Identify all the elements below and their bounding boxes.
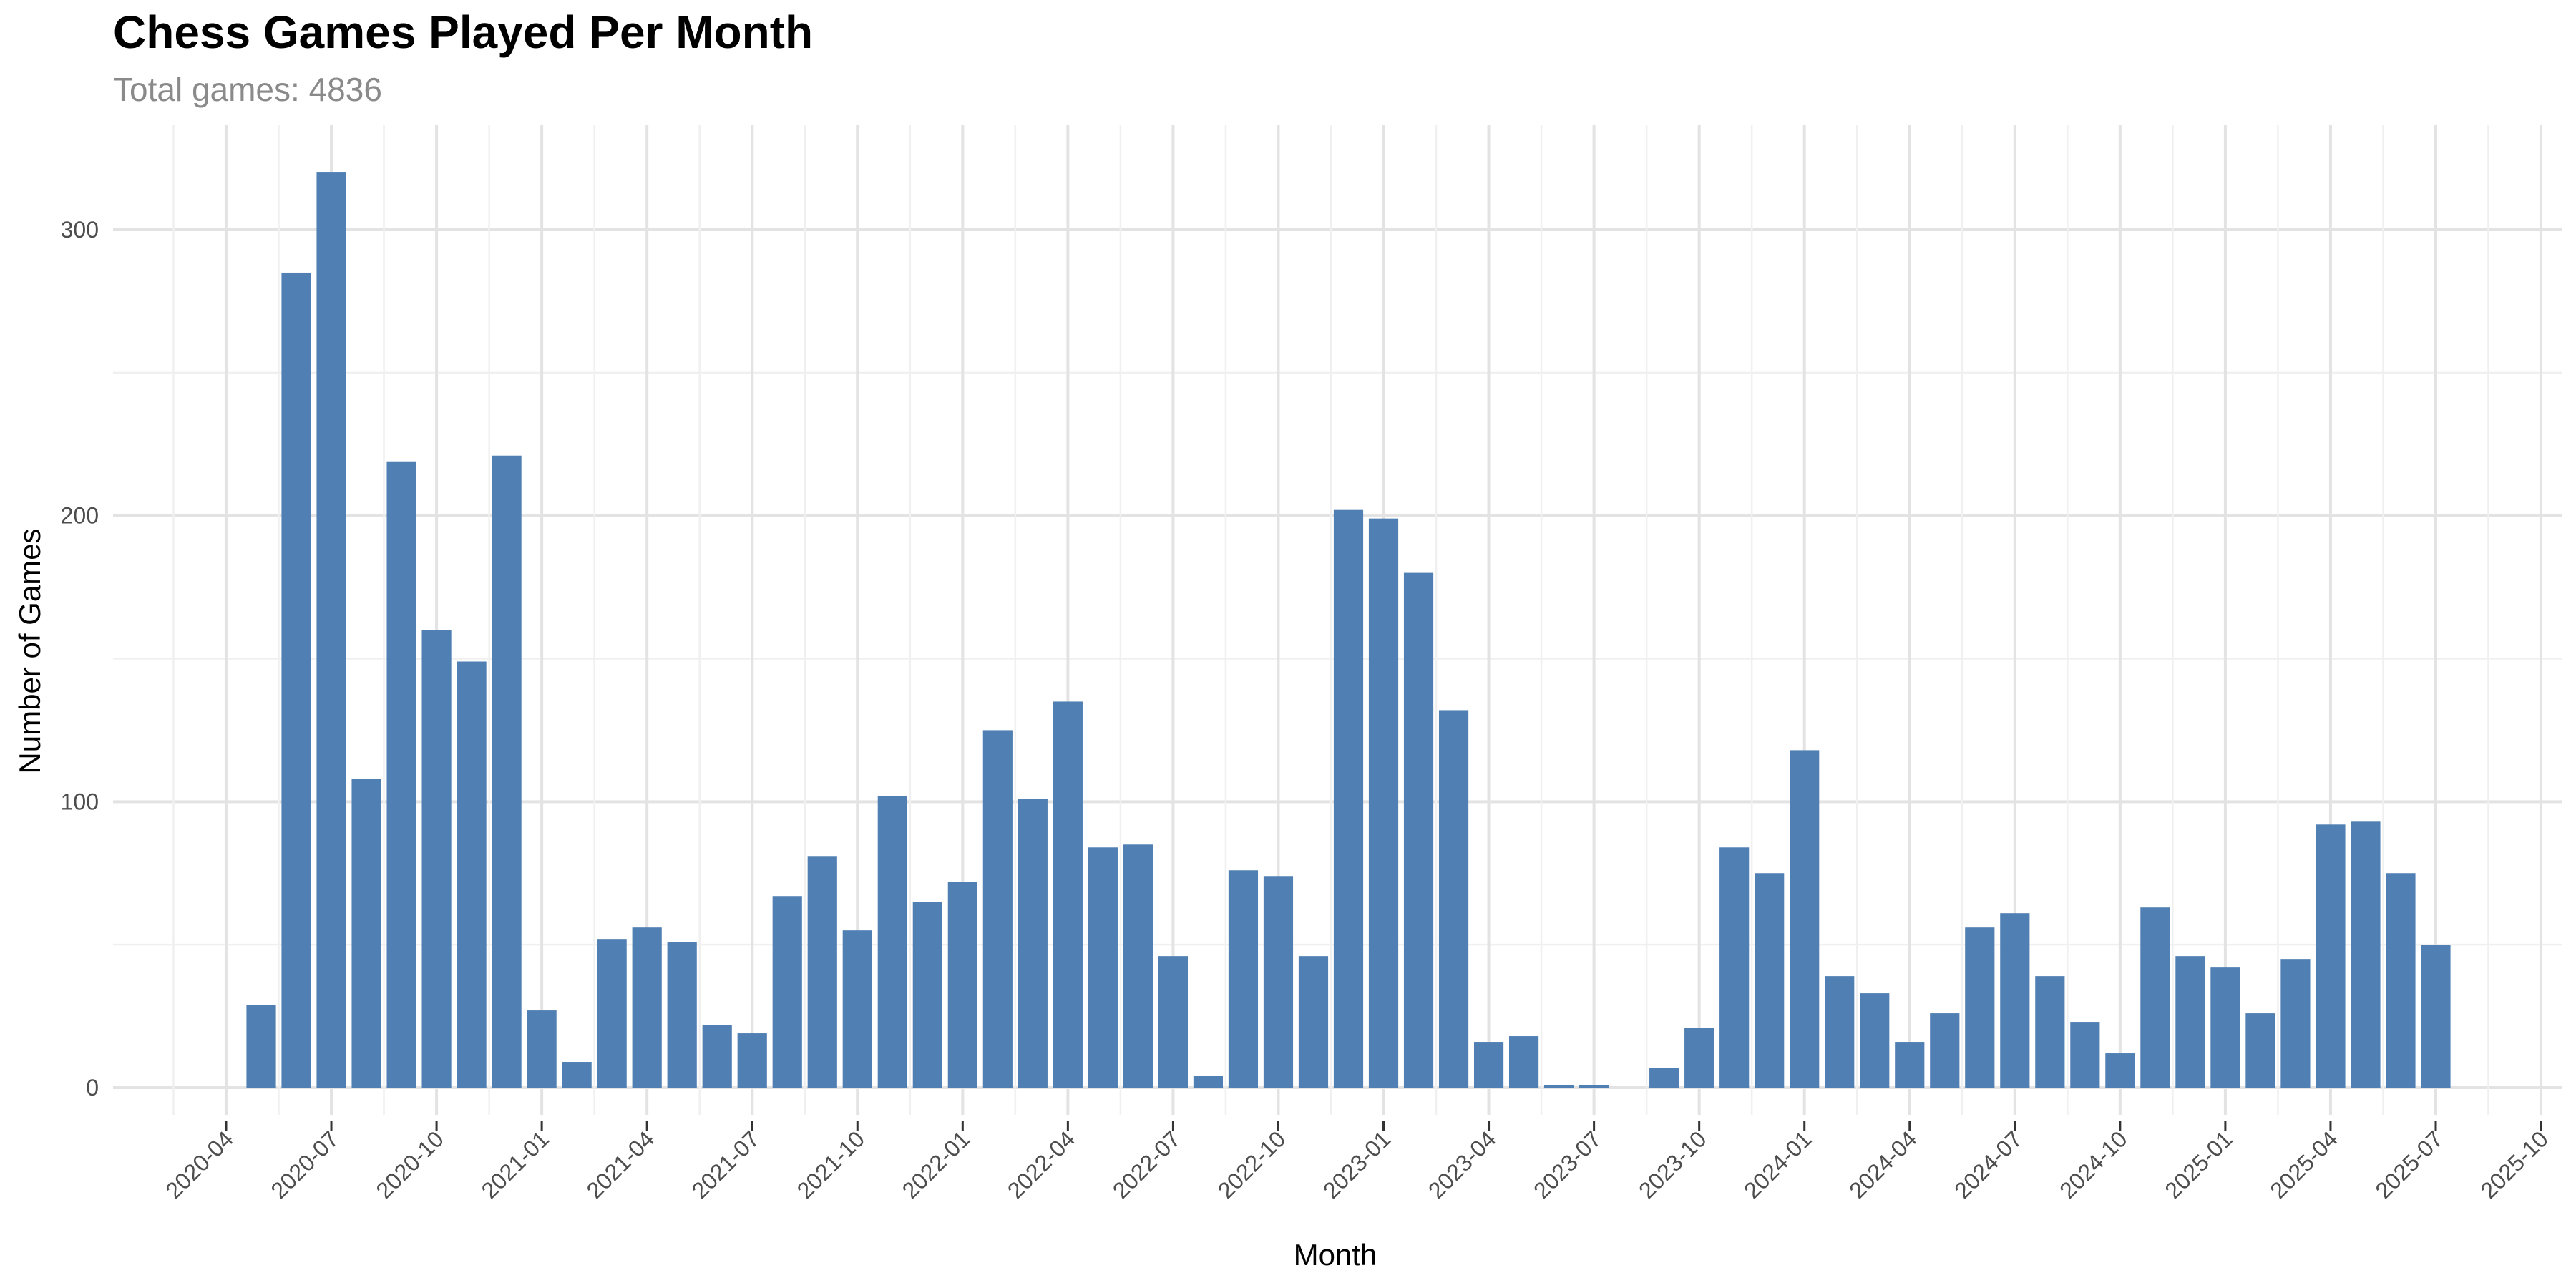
bar-2024-04 xyxy=(1895,1042,1925,1088)
y-axis-ticks: 0 100 200 300 xyxy=(61,217,99,1101)
bar-2023-05 xyxy=(1508,1036,1539,1088)
bar-2024-12 xyxy=(2175,956,2205,1088)
bar-2022-03 xyxy=(1018,799,1048,1088)
x-tick-label: 2022-04 xyxy=(1002,1126,1080,1203)
bar-2024-03 xyxy=(1860,993,1890,1088)
bar-2020-10 xyxy=(421,630,452,1088)
x-tick-label: 2023-10 xyxy=(1634,1126,1711,1203)
x-tick-label: 2022-07 xyxy=(1108,1126,1185,1203)
bar-2021-12 xyxy=(912,902,942,1088)
y-tick-label: 100 xyxy=(61,789,99,814)
bar-2024-10 xyxy=(2105,1053,2135,1088)
bar-2020-07 xyxy=(316,172,346,1088)
bar-2021-04 xyxy=(632,927,662,1088)
bar-2021-10 xyxy=(842,930,872,1088)
bar-2024-02 xyxy=(1825,976,1855,1088)
bar-2022-01 xyxy=(947,882,977,1088)
y-axis-title: Number of Games xyxy=(13,528,47,774)
bar-2023-11 xyxy=(1719,847,1750,1088)
bar-2020-11 xyxy=(457,661,487,1088)
bar-2023-12 xyxy=(1755,873,1785,1088)
x-tick-label: 2021-07 xyxy=(687,1126,764,1203)
bar-2025-01 xyxy=(2210,967,2240,1088)
bar-2023-07 xyxy=(1579,1085,1609,1088)
bar-2024-09 xyxy=(2070,1022,2100,1088)
bar-2025-07 xyxy=(2421,945,2451,1088)
bars xyxy=(246,172,2451,1088)
bar-2023-06 xyxy=(1544,1085,1574,1088)
bar-2021-08 xyxy=(772,896,802,1088)
chart-title: Chess Games Played Per Month xyxy=(113,6,814,58)
bar-2023-09 xyxy=(1649,1068,1679,1088)
bar-2020-12 xyxy=(492,455,522,1088)
bar-2025-03 xyxy=(2280,959,2311,1088)
bar-2021-05 xyxy=(667,942,697,1088)
bar-2022-06 xyxy=(1123,844,1153,1088)
x-tick-label: 2025-01 xyxy=(2160,1126,2237,1203)
bar-2021-03 xyxy=(597,939,627,1088)
y-tick-label: 300 xyxy=(61,217,99,243)
chart-subtitle: Total games: 4836 xyxy=(113,71,382,108)
bar-2022-04 xyxy=(1053,701,1083,1088)
bar-2022-11 xyxy=(1298,956,1329,1088)
bar-2024-06 xyxy=(1965,927,1995,1088)
bar-2022-02 xyxy=(982,730,1013,1088)
x-tick-label: 2023-01 xyxy=(1318,1126,1395,1203)
bar-2024-11 xyxy=(2140,907,2170,1088)
bar-2022-12 xyxy=(1333,509,1364,1088)
x-tick-label: 2024-07 xyxy=(1949,1126,2026,1203)
bar-2022-08 xyxy=(1193,1076,1224,1088)
bar-2022-07 xyxy=(1158,956,1189,1088)
x-tick-label: 2023-04 xyxy=(1423,1126,1501,1203)
x-tick-label: 2022-10 xyxy=(1213,1126,1290,1203)
x-tick-label: 2020-04 xyxy=(160,1126,238,1203)
x-tick-label: 2021-10 xyxy=(792,1126,869,1203)
x-axis-title: Month xyxy=(1294,1238,1377,1272)
x-tick-label: 2024-04 xyxy=(1844,1126,1921,1203)
bar-2023-03 xyxy=(1438,710,1469,1088)
x-tick-label: 2024-10 xyxy=(2054,1126,2132,1203)
bar-2025-05 xyxy=(2351,821,2381,1088)
x-tick-label: 2023-07 xyxy=(1528,1126,1606,1203)
x-tick-label: 2022-01 xyxy=(897,1126,975,1203)
bar-2021-01 xyxy=(527,1010,557,1088)
x-tick-label: 2025-04 xyxy=(2265,1126,2342,1203)
bar-2024-07 xyxy=(2000,913,2030,1088)
bar-2024-01 xyxy=(1790,750,1820,1088)
x-tick-label: 2021-01 xyxy=(477,1126,554,1203)
bar-2025-06 xyxy=(2386,873,2416,1088)
x-axis-ticks: 2020-04 2020-07 2020-10 2021-01 2021-04 2021-… xyxy=(160,1121,2553,1204)
bar-2020-08 xyxy=(351,779,381,1088)
bar-2023-10 xyxy=(1684,1028,1714,1088)
bar-2023-02 xyxy=(1403,572,1434,1088)
bar-2020-09 xyxy=(386,461,416,1088)
bar-2024-08 xyxy=(2035,976,2065,1088)
y-tick-label: 0 xyxy=(86,1075,99,1101)
bar-2025-04 xyxy=(2316,824,2346,1088)
bar-2020-06 xyxy=(281,272,311,1088)
bar-2020-05 xyxy=(246,1005,276,1088)
bar-2021-11 xyxy=(877,796,907,1088)
bar-2021-06 xyxy=(702,1025,732,1088)
bar-2022-05 xyxy=(1088,847,1118,1088)
x-tick-label: 2024-01 xyxy=(1739,1126,1816,1203)
y-tick-label: 200 xyxy=(61,503,99,529)
bar-2025-02 xyxy=(2245,1013,2275,1088)
x-tick-label: 2020-07 xyxy=(265,1126,343,1203)
bar-2022-09 xyxy=(1228,870,1259,1088)
x-tick-label: 2021-04 xyxy=(582,1126,659,1203)
x-tick-label: 2025-10 xyxy=(2476,1126,2553,1203)
bar-2023-04 xyxy=(1473,1042,1504,1088)
bar-2021-09 xyxy=(807,856,837,1088)
bar-2024-05 xyxy=(1930,1013,1960,1088)
x-tick-label: 2020-10 xyxy=(371,1126,449,1203)
x-tick-label: 2025-07 xyxy=(2370,1126,2447,1203)
bar-2022-10 xyxy=(1263,876,1294,1088)
bar-2021-07 xyxy=(737,1033,767,1088)
bar-2021-02 xyxy=(562,1062,592,1088)
bar-2023-01 xyxy=(1368,518,1399,1088)
